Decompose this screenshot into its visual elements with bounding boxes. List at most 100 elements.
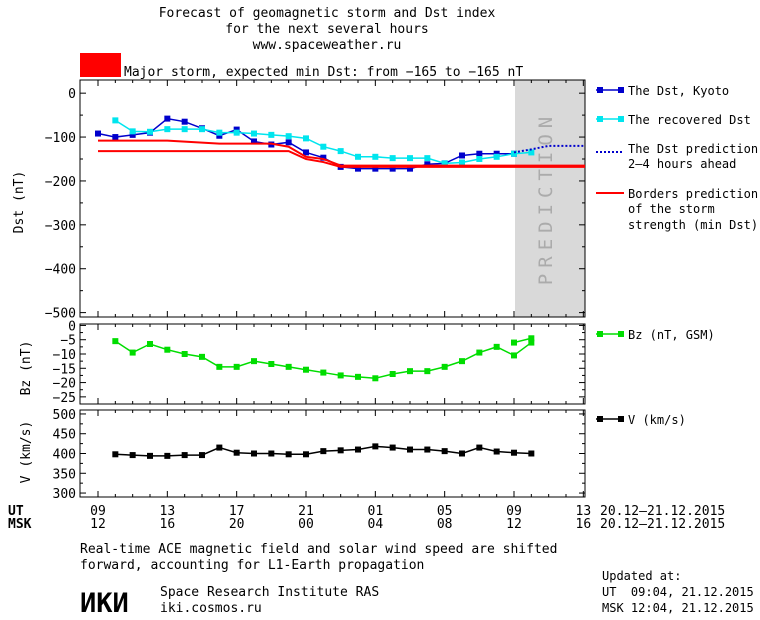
- legend-dst-prediction-label-2: 2–4 hours ahead: [628, 157, 736, 171]
- data-point: [389, 444, 396, 451]
- data-point: [476, 444, 483, 451]
- legend-dst-recovered-label: The recovered Dst: [628, 113, 751, 127]
- bz-ylabel: Bz (nT): [19, 341, 34, 396]
- data-point: [441, 160, 448, 167]
- data-point: [303, 135, 309, 142]
- data-point: [407, 368, 413, 375]
- dst-plot-area: [95, 115, 585, 172]
- data-point: [476, 156, 483, 162]
- y-tick-label: −20: [53, 377, 76, 392]
- data-point: [459, 358, 465, 365]
- data-point: [233, 129, 240, 136]
- data-point: [164, 126, 171, 133]
- data-point: [528, 149, 535, 156]
- legend-dst-kyoto: The Dst, Kyoto: [596, 84, 729, 98]
- data-point: [355, 165, 361, 172]
- data-point: [251, 138, 257, 145]
- ut-tick-label: 17: [229, 504, 245, 519]
- data-point: [459, 159, 465, 166]
- v-ylabel: V (km/s): [19, 421, 34, 484]
- msk-axis-label: MSK: [8, 517, 32, 532]
- data-point: [251, 358, 257, 365]
- title-line-1: Forecast of geomagnetic storm and Dst in…: [159, 6, 496, 21]
- data-point: [337, 447, 344, 454]
- data-point: [181, 351, 188, 357]
- y-tick-label: 350: [53, 467, 76, 482]
- data-point: [285, 139, 292, 146]
- legend-dst-kyoto-label: The Dst, Kyoto: [628, 84, 729, 98]
- legend-bz: Bz (nT, GSM): [596, 328, 715, 342]
- prediction-label: PREDICTION: [535, 111, 557, 285]
- ut-tick-label: 01: [368, 504, 384, 519]
- data-point: [181, 452, 188, 459]
- data-point: [129, 349, 136, 356]
- data-point: [528, 335, 535, 342]
- institute-site: iki.cosmos.ru: [160, 601, 262, 616]
- data-point: [389, 165, 396, 172]
- data-point: [355, 446, 361, 453]
- data-point: [407, 165, 413, 172]
- msk-tick-label: 16: [576, 517, 592, 532]
- legend-v-label: V (km/s): [628, 413, 686, 427]
- y-tick-label: 500: [53, 408, 76, 423]
- data-point: [493, 150, 500, 157]
- msk-tick-label: 16: [160, 517, 176, 532]
- data-point: [285, 133, 292, 140]
- y-tick-label: −5: [60, 334, 76, 349]
- data-point: [251, 130, 257, 137]
- series-line: [98, 139, 585, 167]
- v-y-axis: 500 450 400 350 300: [53, 408, 585, 502]
- msk-tick-label: 00: [298, 517, 314, 532]
- data-point: [493, 153, 500, 160]
- data-point: [112, 117, 119, 124]
- data-point: [320, 143, 327, 150]
- data-point: [511, 352, 517, 359]
- data-point: [511, 449, 517, 456]
- msk-tick-label: 08: [437, 517, 453, 532]
- legend-dst-prediction: The Dst prediction 2–4 hours ahead: [596, 142, 758, 171]
- data-point: [199, 452, 205, 459]
- msk-date-range: 20.12–21.12.2015: [600, 517, 725, 532]
- data-point: [337, 372, 344, 379]
- footer-note-line-2: forward, accounting for L1-Earth propaga…: [80, 558, 424, 573]
- ut-tick-label: 13: [160, 504, 176, 519]
- data-point: [372, 375, 379, 382]
- footer-note-line-1: Real-time ACE magnetic field and solar w…: [80, 542, 557, 557]
- data-point: [372, 153, 379, 160]
- data-point: [268, 361, 275, 367]
- data-point: [407, 446, 413, 453]
- v-plot-area: [112, 443, 535, 459]
- ut-tick-label: 05: [437, 504, 453, 519]
- data-point: [233, 449, 240, 456]
- series-line: [97, 117, 514, 170]
- data-point: [476, 349, 483, 356]
- updated-label: Updated at:: [602, 569, 681, 583]
- dst-y-axis: 0 −100 −200 −300 −400 −500: [45, 80, 585, 322]
- y-tick-label: −15: [53, 362, 76, 377]
- data-point: [303, 451, 309, 458]
- data-point: [112, 134, 119, 141]
- data-point: [147, 452, 153, 459]
- data-point: [251, 450, 257, 457]
- data-point: [528, 339, 535, 346]
- y-tick-label: −10: [53, 348, 76, 363]
- data-point: [285, 363, 292, 370]
- data-point: [199, 126, 205, 133]
- y-tick-label: 450: [53, 428, 76, 443]
- data-point: [303, 366, 309, 373]
- title-line-2: for the next several hours: [225, 22, 429, 37]
- data-point: [216, 129, 223, 136]
- bz-plot-area: [112, 335, 535, 382]
- legend-borders-label-3: strength (min Dst): [628, 218, 758, 232]
- legend-bz-label: Bz (nT, GSM): [628, 328, 715, 342]
- data-point: [355, 373, 361, 380]
- data-point: [303, 149, 309, 156]
- data-point: [320, 448, 327, 455]
- data-point: [424, 161, 431, 168]
- data-point: [285, 451, 292, 458]
- series-line: [98, 150, 585, 168]
- data-point: [372, 165, 379, 172]
- msk-tick-label: 12: [90, 517, 106, 532]
- data-point: [199, 353, 205, 360]
- ut-tick-label: 09: [506, 504, 522, 519]
